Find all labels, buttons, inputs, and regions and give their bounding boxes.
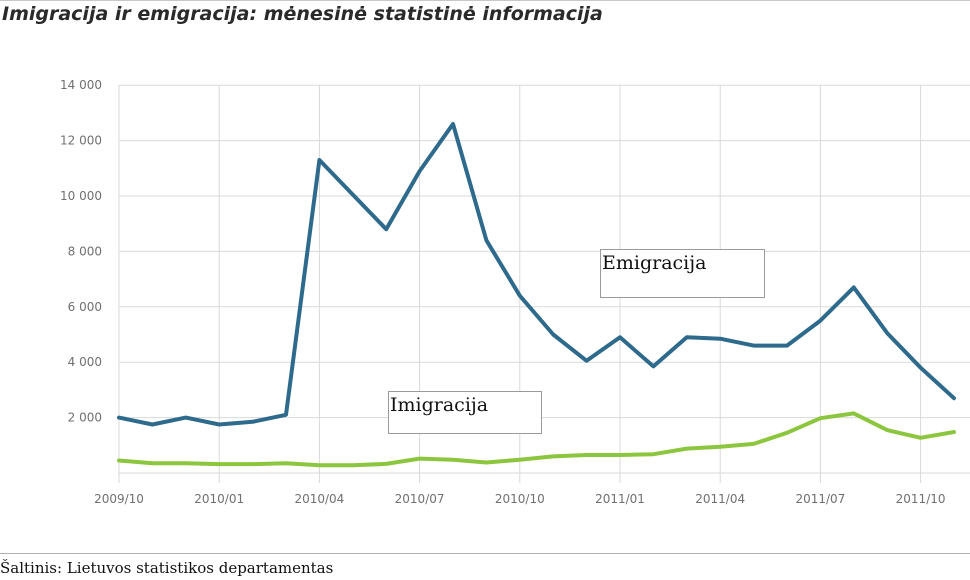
y-tick-label: 10 000: [60, 189, 102, 203]
imigracija-label-box: Imigracija: [388, 391, 542, 434]
x-tick-label: 2010/10: [495, 492, 545, 506]
x-tick-label: 2009/10: [94, 492, 144, 506]
y-tick-label: 8 000: [68, 244, 102, 258]
y-tick-label: 4 000: [68, 355, 102, 369]
y-tick-label: 12 000: [60, 134, 102, 148]
y-tick-label: 2 000: [68, 411, 102, 425]
emigracija-label-box: Emigracija: [600, 249, 765, 298]
imigracija-label: Imigracija: [390, 394, 489, 416]
x-tick-label: 2011/01: [595, 492, 645, 506]
x-tick-label: 2011/07: [795, 492, 845, 506]
x-tick-label: 2010/07: [395, 492, 445, 506]
x-tick-label: 2011/10: [896, 492, 946, 506]
top-rule: [0, 0, 970, 1]
axis-layer: 2 000 4 000 6 000 8 000 10 000 12 000 14 000 20…: [60, 78, 946, 506]
y-tick-label: 14 000: [60, 78, 102, 92]
x-tick-label: 2011/04: [695, 492, 745, 506]
chart-title: Imigracija ir emigracija: mėnesinė stati…: [2, 3, 603, 25]
x-tick-label: 2010/04: [294, 492, 344, 506]
emigracija-label: Emigracija: [602, 252, 707, 274]
line-chart: 2 000 4 000 6 000 8 000 10 000 12 000 14 000 20…: [60, 78, 970, 506]
series-line-imigracija: [117, 411, 956, 468]
series-layer: [117, 122, 956, 468]
x-tick-label: 2010/01: [194, 492, 244, 506]
y-tick-label: 6 000: [68, 300, 102, 314]
bottom-rule: [0, 553, 970, 554]
series-line-emigracija: [117, 122, 956, 427]
source-note: Šaltinis: Lietuvos statistikos departame…: [0, 559, 334, 577]
